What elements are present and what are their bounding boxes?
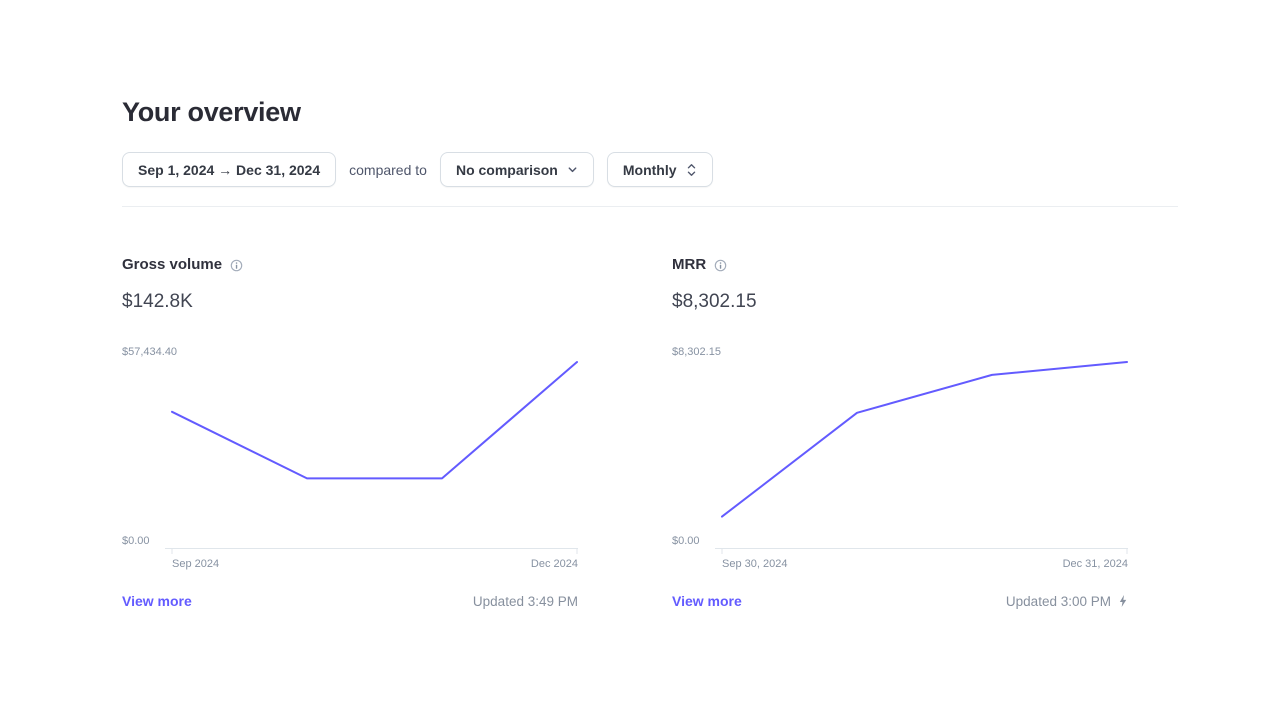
mrr-title: MRR bbox=[672, 256, 707, 273]
interval-value: Monthly bbox=[622, 161, 677, 178]
compared-to-label: compared to bbox=[349, 161, 427, 178]
x-axis-start-label: Sep 30, 2024 bbox=[722, 558, 788, 570]
chevron-down-icon bbox=[567, 164, 578, 175]
view-more-link[interactable]: View more bbox=[122, 593, 192, 609]
x-axis-end-label: Dec 31, 2024 bbox=[1062, 558, 1128, 570]
lightning-bolt-icon bbox=[1118, 594, 1128, 608]
mrr-chart[interactable]: $0.00 bbox=[672, 358, 1128, 556]
updated-timestamp: Updated 3:49 PM bbox=[472, 593, 578, 609]
y-axis-max-label: $8,302.15 bbox=[672, 346, 721, 358]
comparison-value: No comparison bbox=[455, 161, 558, 178]
info-icon[interactable] bbox=[714, 259, 727, 272]
updated-timestamp: Updated 3:00 PM bbox=[1005, 593, 1111, 609]
y-axis-max-label: $57,434.40 bbox=[122, 346, 178, 358]
view-more-link[interactable]: View more bbox=[672, 593, 742, 609]
x-axis-start-label: Sep 2024 bbox=[172, 558, 220, 570]
charts-row: Gross volume $142.8K $57,434.40 $0.00 Se… bbox=[122, 257, 1178, 609]
y-axis-min-label: $0.00 bbox=[672, 536, 703, 547]
comparison-dropdown[interactable]: No comparison bbox=[439, 152, 594, 187]
mrr-card: MRR $8,302.15 $8,302.15 $0.00 Sep 30, 20… bbox=[672, 257, 1128, 609]
page-title: Your overview bbox=[122, 97, 301, 127]
gross-volume-title: Gross volume bbox=[122, 256, 223, 273]
info-icon[interactable] bbox=[230, 259, 243, 272]
date-range-value: Sep 1, 2024 → Dec 31, 2024 bbox=[138, 161, 321, 178]
x-axis-end-label: Dec 2024 bbox=[530, 558, 578, 570]
filter-controls: Sep 1, 2024 → Dec 31, 2024 compared to N… bbox=[122, 152, 1178, 187]
interval-dropdown[interactable]: Monthly bbox=[606, 152, 713, 187]
gross-volume-chart[interactable]: $0.00 bbox=[122, 358, 578, 556]
section-divider bbox=[122, 206, 1178, 207]
mrr-value: $8,302.15 bbox=[672, 291, 757, 312]
gross-volume-card: Gross volume $142.8K $57,434.40 $0.00 Se… bbox=[122, 257, 578, 609]
y-axis-min-label: $0.00 bbox=[122, 536, 153, 547]
chevron-up-down-icon bbox=[686, 163, 697, 177]
overview-page: Your overview Sep 1, 2024 → Dec 31, 2024… bbox=[122, 96, 1178, 609]
date-range-picker[interactable]: Sep 1, 2024 → Dec 31, 2024 bbox=[122, 152, 337, 187]
gross-volume-value: $142.8K bbox=[122, 291, 193, 312]
